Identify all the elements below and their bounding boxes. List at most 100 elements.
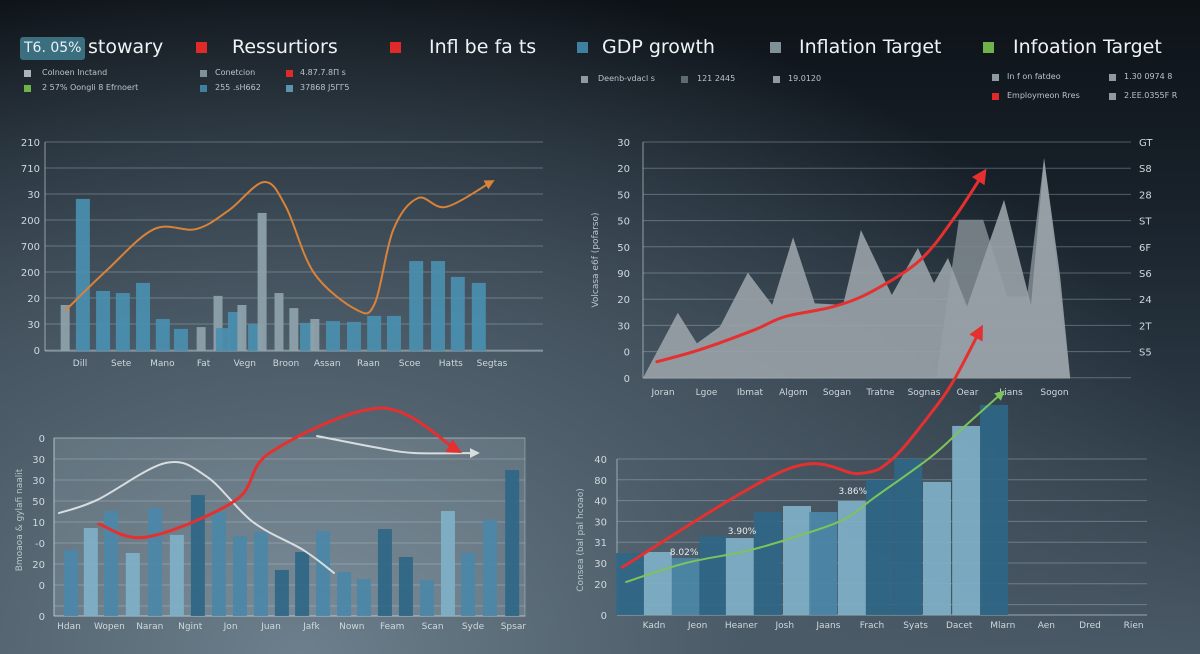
bar-dark <box>295 551 310 616</box>
y-tick-label: 200 <box>21 268 40 279</box>
bar-light <box>440 511 455 616</box>
y-tick-label: 40 <box>594 497 607 508</box>
y-axis-title: Consea (bal pal hcoao) <box>576 488 586 591</box>
bar-light <box>643 551 672 615</box>
data-label: 3.90% <box>728 527 757 537</box>
bar-mid <box>148 508 163 616</box>
chart-1: 210 710 30 200 700 200 20 30 0 Dill Sete Mano Fat Veg… <box>21 138 543 369</box>
sub-legend-item: 121 2445 <box>697 74 736 83</box>
series-line <box>316 435 480 459</box>
y-tick-label: 20 <box>594 580 607 591</box>
x-tick-label: Syats <box>903 621 928 631</box>
bar-gray <box>289 308 299 351</box>
sub-legend-item: 1.30 0974 8 <box>1124 72 1173 81</box>
x-tick-label: Kadn <box>643 621 666 631</box>
x-tick-label: Vegn <box>234 359 256 369</box>
bar-dark <box>398 556 413 616</box>
bar-mid <box>461 553 476 616</box>
legend-item-inflation-target[interactable]: Inflation Target <box>799 36 942 58</box>
y-tick-label: 50 <box>32 497 45 508</box>
y2-tick-label: S8 <box>1139 164 1152 175</box>
y2-tick-label: S6 <box>1139 269 1152 280</box>
bar-gray <box>60 304 70 351</box>
legend-swatch <box>286 70 293 77</box>
sub-legend-item: 2 57% Oongli 8 Efrnoert <box>42 83 139 92</box>
bar-mid <box>419 580 434 616</box>
y-tick-label: 40 <box>594 455 607 466</box>
y-tick-label: 710 <box>21 164 40 175</box>
y-tick-label: 20 <box>617 164 630 175</box>
bar-light <box>125 553 140 616</box>
x-tick-label: Hdan <box>57 622 81 632</box>
sub-legend-item: 4.87.7.8Π s <box>300 68 346 77</box>
bar-light <box>783 506 812 615</box>
sub-legend-item: 19.0120 <box>788 74 822 83</box>
legend-swatch <box>992 74 999 81</box>
sub-legend-item: Deenb-vdacl s <box>598 74 655 83</box>
bar-mid <box>211 512 226 616</box>
legend-swatch <box>390 42 401 53</box>
legend-swatch <box>983 42 994 53</box>
y-tick-label: 30 <box>594 517 607 528</box>
y-tick-label: 30 <box>27 320 40 331</box>
x-tick-label: Lgoe <box>696 388 718 398</box>
bar-light <box>952 425 981 615</box>
x-tick-label: Scoe <box>399 359 421 369</box>
legend-item-gdp-growth[interactable]: GDP growth <box>602 36 715 58</box>
y-tick-label: 700 <box>21 242 40 253</box>
y-tick-label: 50 <box>617 243 630 254</box>
legend-swatch <box>24 85 31 92</box>
x-tick-label: Spsar <box>501 622 527 632</box>
y-axis-title: Bmoaoa & gylafi naalit <box>15 468 25 571</box>
series-line <box>620 324 983 569</box>
legend-swatch <box>992 93 999 100</box>
bar-gray <box>274 293 284 351</box>
x-tick-label: Mano <box>150 359 175 369</box>
x-tick-label: Jon <box>223 622 238 632</box>
legend-swatch <box>200 85 207 92</box>
x-tick-label: Jaans <box>815 621 840 631</box>
bar-dark <box>190 495 205 616</box>
sub-legend-item: Conetcion <box>215 68 256 77</box>
x-tick-label: Fat <box>197 359 211 369</box>
legend-swatch <box>200 70 207 77</box>
legend-item-infl[interactable]: Infl be fa ts <box>429 36 537 58</box>
y-tick-label: 20 <box>617 295 630 306</box>
bar-blue <box>215 328 230 351</box>
legend-item-infoation-target[interactable]: Infoation Target <box>1013 36 1162 58</box>
x-tick-label: Scan <box>422 622 444 632</box>
y-tick-label: 50 <box>617 190 630 201</box>
x-tick-label: Algom <box>779 388 808 398</box>
y-tick-label: 80 <box>594 476 607 487</box>
legend-swatch <box>773 76 780 83</box>
y2-tick-label: S5 <box>1139 348 1152 359</box>
bar-blue <box>325 321 340 351</box>
y-tick-label: 20 <box>27 294 40 305</box>
x-tick-label: Dill <box>73 359 87 369</box>
series-line <box>97 406 463 540</box>
y-tick-label: 20 <box>32 560 45 571</box>
bar-blue <box>115 293 130 351</box>
bar-blue <box>367 315 382 351</box>
x-tick-label: Jafk <box>302 622 320 632</box>
y2-tick-label: ST <box>1139 217 1152 228</box>
title-badge: T6. 05% <box>20 37 86 60</box>
bar-dark <box>894 459 923 615</box>
x-tick-label: Ngint <box>178 622 203 632</box>
legend-swatch <box>770 42 781 53</box>
bar-mid <box>64 550 79 616</box>
bar-dark <box>753 512 782 615</box>
y-tick-label: 31 <box>594 538 607 549</box>
bar-blue <box>386 315 401 351</box>
bar-gray <box>237 304 247 351</box>
bar-gray <box>310 319 320 351</box>
bar-mid <box>232 535 247 616</box>
bar-mid <box>337 571 352 616</box>
bar-mid <box>482 520 497 616</box>
y-tick-label: 0 <box>39 581 45 592</box>
series-line <box>64 180 495 315</box>
bar-blue <box>409 261 424 351</box>
legend-item-ressurtiors[interactable]: Ressurtiors <box>232 36 338 58</box>
x-tick-label: Dacet <box>946 621 973 631</box>
legend-swatch <box>286 85 293 92</box>
